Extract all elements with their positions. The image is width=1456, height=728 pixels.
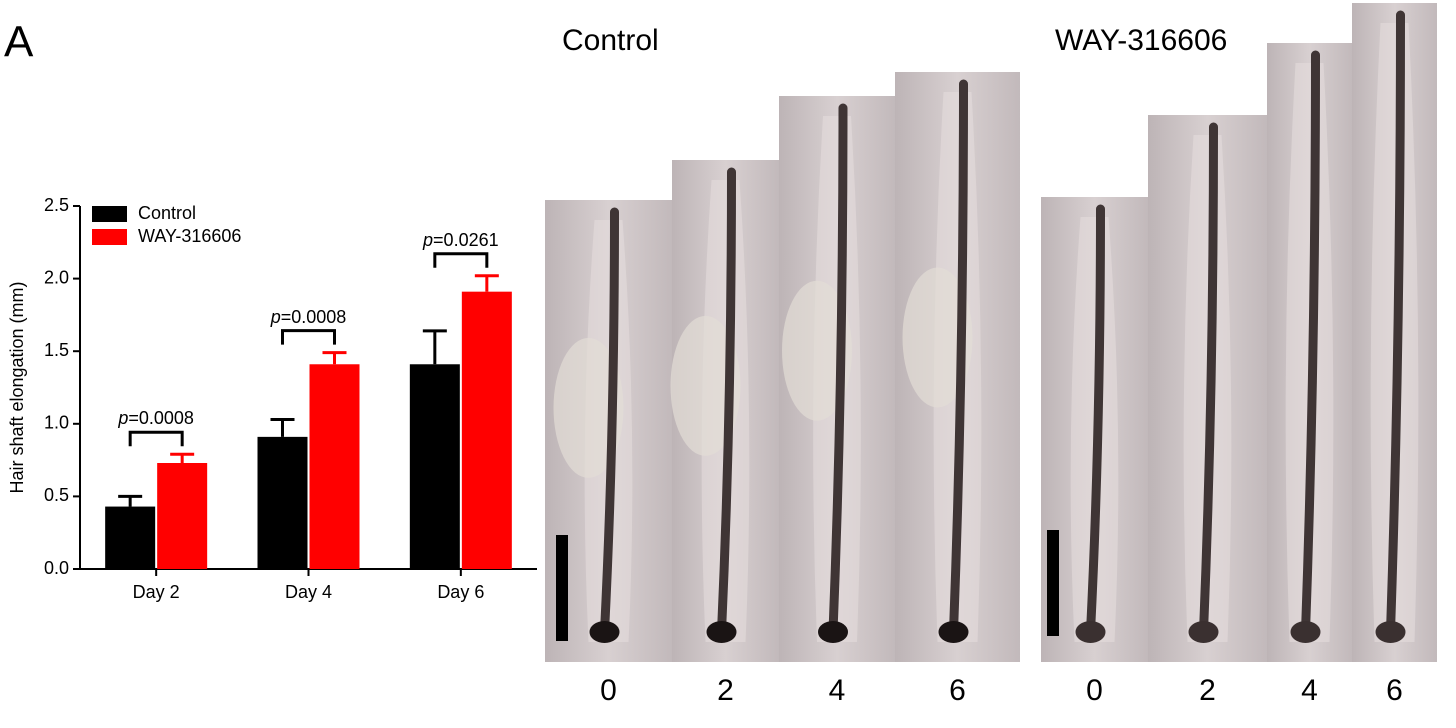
hair-bulb bbox=[589, 621, 620, 643]
group-title: WAY-316606 bbox=[1055, 24, 1227, 57]
error-bar bbox=[422, 329, 447, 365]
hair-bulb bbox=[818, 621, 848, 643]
timepoint-label: 4 bbox=[1301, 674, 1318, 707]
bar bbox=[105, 506, 156, 569]
x-tick-label: Day 2 bbox=[133, 582, 180, 602]
cell-cluster bbox=[670, 315, 741, 456]
y-axis-label: Hair shaft elongation (mm) bbox=[7, 281, 27, 493]
panel-label: A bbox=[4, 18, 34, 67]
error-bar bbox=[118, 494, 143, 507]
hair-shaft bbox=[1301, 50, 1320, 637]
timepoint-label: 6 bbox=[1386, 674, 1403, 707]
x-tick-label: Day 4 bbox=[285, 582, 332, 602]
timepoint-label: 6 bbox=[949, 674, 966, 707]
p-value: p=0.0008 bbox=[118, 408, 194, 429]
x-tick-label: Day 6 bbox=[437, 582, 484, 602]
hair-shaft bbox=[717, 167, 736, 637]
y-tick-label: 1.0 bbox=[44, 413, 69, 433]
hair-bulb bbox=[1375, 621, 1406, 643]
cell-cluster bbox=[553, 337, 624, 478]
error-bar bbox=[322, 351, 347, 365]
p-value: p=0.0008 bbox=[270, 306, 347, 327]
timepoint-label: 2 bbox=[1199, 674, 1216, 707]
hair-bulb bbox=[1075, 621, 1106, 643]
significance-bracket bbox=[128, 430, 184, 447]
hair-shaft bbox=[1086, 204, 1105, 637]
hair-bulb bbox=[706, 621, 737, 643]
hair-shaft bbox=[600, 207, 619, 637]
scale-bar bbox=[1047, 530, 1059, 636]
timepoint-label: 4 bbox=[829, 674, 846, 707]
timepoint-label: 0 bbox=[1086, 674, 1103, 707]
error-bar bbox=[170, 452, 195, 464]
hair-shaft bbox=[1386, 10, 1405, 637]
significance-bracket bbox=[281, 329, 336, 345]
legend-label: WAY-316606 bbox=[138, 226, 241, 246]
y-tick-label: 2.0 bbox=[44, 267, 69, 287]
group-title: Control bbox=[562, 24, 659, 57]
error-bar bbox=[474, 274, 499, 292]
timepoint-label: 0 bbox=[600, 674, 617, 707]
y-tick-label: 1.5 bbox=[44, 340, 69, 360]
timepoint-label: 2 bbox=[717, 674, 734, 707]
legend-swatch bbox=[92, 206, 127, 222]
hair-bulb bbox=[938, 621, 969, 643]
legend-label: Control bbox=[138, 203, 196, 223]
bar bbox=[257, 436, 308, 569]
significance-bracket bbox=[433, 252, 489, 268]
hair-bulb bbox=[1290, 621, 1321, 643]
legend-swatch bbox=[92, 229, 127, 245]
bar bbox=[461, 291, 512, 569]
bar bbox=[157, 463, 208, 569]
bar bbox=[309, 364, 360, 569]
cell-cluster bbox=[782, 280, 852, 421]
p-value: p=0.0261 bbox=[423, 229, 499, 250]
error-bar bbox=[270, 417, 295, 437]
hair-shaft bbox=[828, 103, 848, 637]
y-tick-label: 0.0 bbox=[44, 558, 69, 578]
cell-cluster bbox=[902, 267, 973, 408]
y-tick-label: 0.5 bbox=[44, 485, 69, 505]
y-tick-label: 2.5 bbox=[44, 195, 69, 215]
hair-bulb bbox=[1188, 621, 1219, 643]
hair-shaft bbox=[949, 79, 968, 637]
scale-bar bbox=[556, 535, 568, 641]
bar bbox=[409, 364, 460, 569]
hair-shaft bbox=[1199, 122, 1218, 637]
